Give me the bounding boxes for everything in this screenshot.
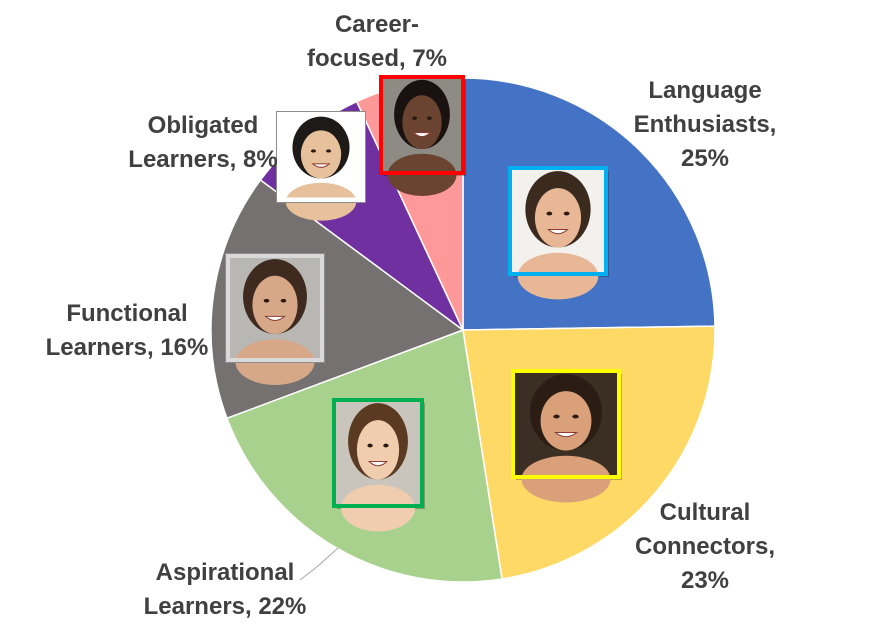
persona-photo-language-enthusiasts xyxy=(508,166,609,300)
slice-label-obligated-learners: Obligated Learners, 8% xyxy=(128,112,277,173)
slice-label-aspirational-learners: Aspirational Learners, 22% xyxy=(144,559,307,620)
persona-photo-career-focused xyxy=(379,75,466,197)
persona-photo-obligated-learners xyxy=(276,111,366,221)
persona-photo-aspirational-learners xyxy=(332,398,425,532)
persona-photos xyxy=(225,75,622,532)
leader-line-aspirational-learners xyxy=(299,547,339,581)
slice-label-language-enthusiasts: Language Enthusiasts, 25% xyxy=(634,77,777,172)
slice-label-career-focused: Career-focused, 7% xyxy=(307,11,447,72)
slice-label-cultural-connectors: Cultural Connectors, 23% xyxy=(635,499,775,594)
slice-label-functional-learners: Functional Learners, 16% xyxy=(46,300,209,361)
persona-photo-cultural-connectors xyxy=(511,369,622,503)
slice-labels: Language Enthusiasts, 25% Cultural Connector… xyxy=(46,11,777,620)
persona-photo-functional-learners xyxy=(225,253,325,385)
